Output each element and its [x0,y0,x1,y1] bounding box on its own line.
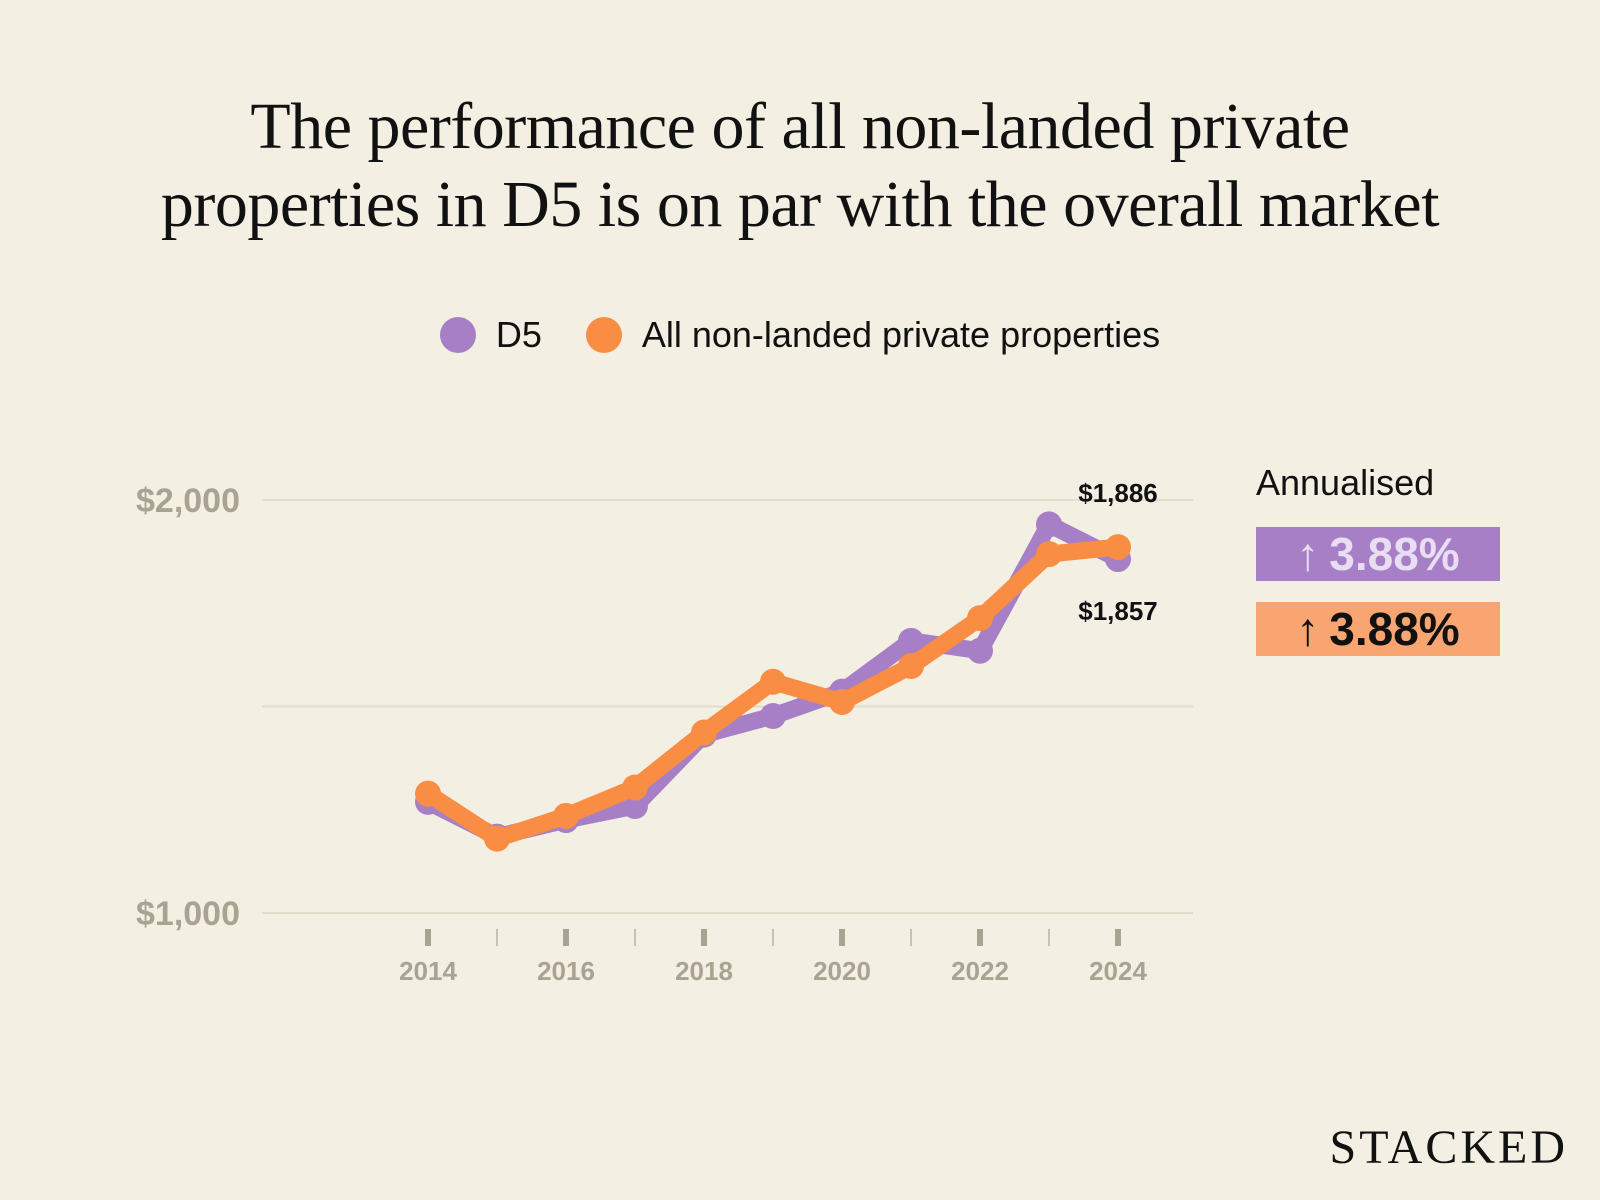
data-point-all [691,719,717,746]
data-point-all [415,780,441,807]
annualised-label: Annualised [1256,462,1435,503]
legend-item-all: All non-landed private properties [585,314,1161,356]
x-tick-mark [772,929,774,946]
data-point-d5 [1036,511,1062,538]
data-point-all [1105,534,1131,561]
data-point-d5 [760,702,786,729]
x-tick-label: 2024 [1089,956,1147,986]
x-tick-mark [634,929,636,946]
data-point-d5 [967,637,993,664]
end-label-all: $1,886 [1078,478,1158,508]
up-arrow-icon: ↑ [1296,528,1320,580]
x-tick-mark [910,929,912,946]
x-tick-mark [1048,929,1050,946]
data-point-d5 [898,627,924,654]
annualised-value-d5: 3.88% [1329,528,1460,580]
end-label-d5: $1,857 [1078,596,1158,626]
y-tick-label: $2,000 [136,482,240,520]
data-point-all [760,668,786,695]
x-tick-mark [496,929,498,946]
x-tick-label: 2016 [537,956,595,986]
up-arrow-icon: ↑ [1296,603,1320,655]
legend-label-all: All non-landed private properties [641,314,1161,355]
data-point-all [484,825,510,852]
x-tick-mark [563,929,569,946]
x-tick-label: 2022 [951,956,1009,986]
legend-label-d5: D5 [495,314,542,355]
annualised-value-all: 3.88% [1329,603,1460,655]
x-tick-mark [839,929,845,946]
data-point-all [553,802,579,829]
annualised-badge-d5: ↑ 3.88% [1256,527,1500,581]
stacked-logo: STACKED [1329,1121,1568,1174]
legend-item-d5: D5 [439,314,542,356]
legend: D5 All non-landed private properties [0,314,1600,356]
data-point-all [622,774,648,801]
chart-title: The performance of all non-landed privat… [0,88,1600,244]
x-tick-mark [1115,929,1121,946]
legend-swatch-all [585,317,622,353]
x-tick-mark [977,929,983,946]
x-tick-mark [425,929,431,946]
y-tick-label: $1,000 [136,895,240,933]
legend-swatch-d5 [439,317,476,353]
data-point-all [967,605,993,632]
title-line-1: The performance of all non-landed privat… [250,90,1350,163]
data-point-all [1036,541,1062,568]
title-line-2: properties in D5 is on par with the over… [160,168,1440,241]
data-point-all [898,653,924,680]
data-point-d5 [622,793,648,820]
data-point-all [829,688,855,715]
x-tick-label: 2020 [813,956,871,986]
annualised-badge-all: ↑ 3.88% [1256,602,1500,656]
x-tick-mark [701,929,707,946]
x-tick-label: 2014 [399,956,457,986]
x-tick-label: 2018 [675,956,733,986]
